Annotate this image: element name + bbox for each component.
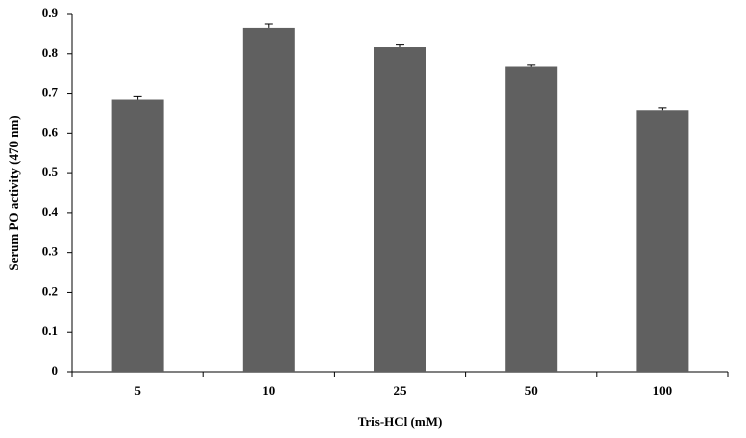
y-tick-label: 0 — [52, 363, 59, 378]
error-bar — [133, 95, 142, 100]
bar — [636, 110, 689, 373]
x-tick-label: 50 — [525, 383, 538, 398]
bar — [111, 99, 164, 373]
error-bar — [527, 64, 536, 67]
x-axis-label: Tris-HCl (mM) — [358, 414, 443, 429]
x-tick-label: 5 — [134, 383, 141, 398]
y-tick-label: 0.4 — [42, 204, 59, 219]
x-tick-label: 100 — [653, 383, 673, 398]
y-tick-label: 0.6 — [42, 124, 59, 139]
y-axis-label: Serum PO activity (470 nm) — [6, 115, 21, 270]
bar — [505, 66, 558, 373]
y-tick-label: 0.1 — [42, 323, 58, 338]
x-tick-label: 10 — [262, 383, 275, 398]
x-tick-label: 25 — [394, 383, 408, 398]
error-bar — [658, 107, 667, 111]
y-tick-label: 0.2 — [42, 283, 58, 298]
bar — [374, 47, 426, 372]
error-bar — [264, 23, 273, 28]
error-bar — [396, 44, 404, 48]
y-tick-label: 0.5 — [42, 164, 59, 179]
bar — [242, 27, 295, 373]
y-tick-label: 0.8 — [42, 45, 59, 60]
y-tick-label: 0.9 — [42, 5, 59, 20]
y-tick-label: 0.3 — [42, 244, 59, 259]
y-tick-label: 0.7 — [42, 85, 59, 100]
